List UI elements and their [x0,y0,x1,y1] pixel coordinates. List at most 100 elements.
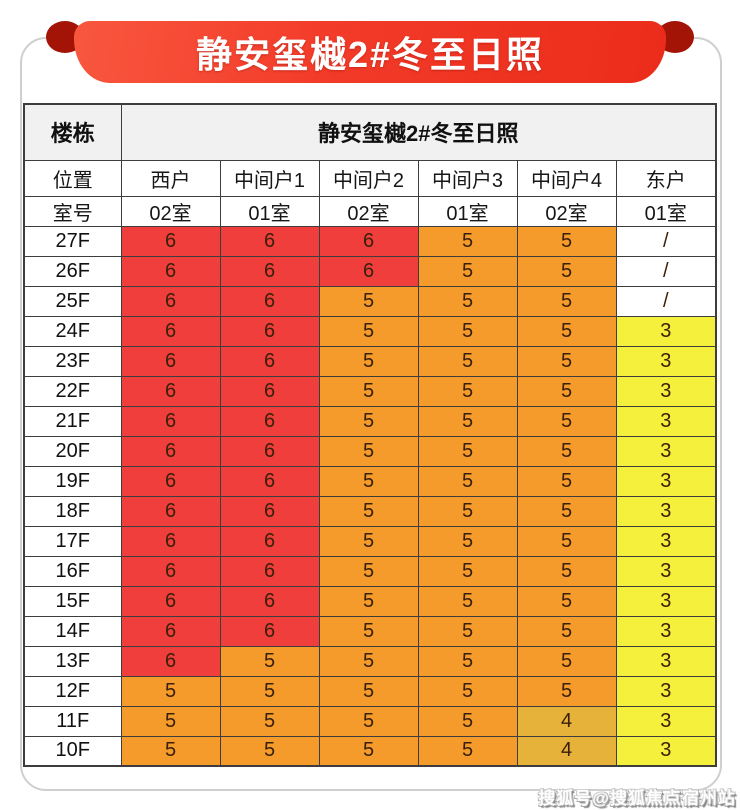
value-cell: 5 [219,645,320,677]
floor-rows: 27F 6 6 6 5 5/26F 6 6 6 5 5/25F 6 6 5 5 5/24F 6 6 5 5 5 3 23F 6… [23,225,717,767]
value-cell: 6 [219,405,320,437]
position-header-3: 中间户2 [318,159,419,197]
value-cell: 5 [318,705,419,737]
table-row: 14F 6 6 5 5 5 3 [23,615,717,647]
value-cell: 5 [318,525,419,557]
value-cell: / [615,285,717,317]
value-cell: 5 [417,315,518,347]
room-header-3: 02室 [318,195,419,227]
value-cell: 6 [120,405,221,437]
value-cell: 6 [219,285,320,317]
table-row: 23F 6 6 5 5 5 3 [23,345,717,377]
value-cell: 6 [219,465,320,497]
value-cell: 6 [120,225,221,257]
value-cell: 6 [120,525,221,557]
value-cell: 3 [615,615,717,647]
value-cell: 5 [318,555,419,587]
room-header-6: 01室 [615,195,717,227]
value-cell: 5 [516,675,617,707]
table-row: 27F 6 6 6 5 5/ [23,225,717,257]
value-cell: 5 [417,615,518,647]
value-cell: 5 [318,615,419,647]
value-cell: 5 [417,375,518,407]
table-row: 15F 6 6 5 5 5 3 [23,585,717,617]
value-cell: 6 [219,495,320,527]
room-header-4: 01室 [417,195,518,227]
watermark: 搜狐号@搜狐焦点宿州站 [538,789,736,808]
table-header-row: 楼栋 静安玺樾2#冬至日照 [23,103,717,161]
value-cell: 5 [516,345,617,377]
value-cell: 3 [615,465,717,497]
value-cell: / [615,225,717,257]
value-cell: 4 [516,735,617,767]
value-cell: 6 [120,645,221,677]
value-cell: 5 [417,735,518,767]
table-row: 16F 6 6 5 5 5 3 [23,555,717,587]
value-cell: 6 [120,495,221,527]
floor-label: 12F [23,675,122,707]
value-cell: 5 [417,705,518,737]
value-cell: / [615,255,717,287]
value-cell: 3 [615,315,717,347]
value-cell: 5 [318,405,419,437]
value-cell: 5 [417,495,518,527]
table-row: 22F 6 6 5 5 5 3 [23,375,717,407]
value-cell: 3 [615,495,717,527]
value-cell: 5 [417,645,518,677]
value-cell: 5 [417,285,518,317]
table-row: 26F 6 6 6 5 5/ [23,255,717,287]
value-cell: 5 [318,285,419,317]
value-cell: 5 [318,675,419,707]
value-cell: 5 [417,525,518,557]
value-cell: 5 [417,435,518,467]
value-cell: 6 [219,375,320,407]
value-cell: 5 [318,465,419,497]
value-cell: 5 [318,495,419,527]
table-row: 24F 6 6 5 5 5 3 [23,315,717,347]
value-cell: 3 [615,405,717,437]
position-header-6: 东户 [615,159,717,197]
table-title: 静安玺樾2#冬至日照 [120,103,717,161]
value-cell: 5 [516,375,617,407]
position-header-1: 西户 [120,159,221,197]
value-cell: 5 [318,735,419,767]
floor-label: 27F [23,225,122,257]
floor-label: 25F [23,285,122,317]
value-cell: 6 [318,255,419,287]
value-cell: 3 [615,705,717,737]
floor-label: 17F [23,525,122,557]
value-cell: 5 [219,735,320,767]
value-cell: 3 [615,375,717,407]
floor-label: 20F [23,435,122,467]
floor-label: 22F [23,375,122,407]
room-row: 室号 02室 01室 02室 01室 02室 01室 [23,195,717,227]
value-cell: 5 [516,435,617,467]
floor-label: 23F [23,345,122,377]
value-cell: 6 [120,435,221,467]
value-cell: 6 [219,555,320,587]
position-header-2: 中间户1 [219,159,320,197]
value-cell: 6 [219,585,320,617]
value-cell: 5 [516,615,617,647]
table-row: 10F 5 5 5 5 4 3 [23,735,717,767]
floor-label: 11F [23,705,122,737]
value-cell: 5 [417,585,518,617]
table-row: 17F 6 6 5 5 5 3 [23,525,717,557]
banner-title: 静安玺樾2#冬至日照 [195,34,545,75]
value-cell: 5 [318,645,419,677]
floor-label: 24F [23,315,122,347]
position-header-5: 中间户4 [516,159,617,197]
value-cell: 3 [615,645,717,677]
value-cell: 6 [219,315,320,347]
value-cell: 5 [417,675,518,707]
floor-label: 16F [23,555,122,587]
value-cell: 5 [318,315,419,347]
value-cell: 5 [417,555,518,587]
room-header-2: 01室 [219,195,320,227]
value-cell: 6 [120,555,221,587]
value-cell: 6 [120,615,221,647]
value-cell: 5 [120,705,221,737]
value-cell: 6 [120,585,221,617]
floor-label: 19F [23,465,122,497]
floor-label: 14F [23,615,122,647]
